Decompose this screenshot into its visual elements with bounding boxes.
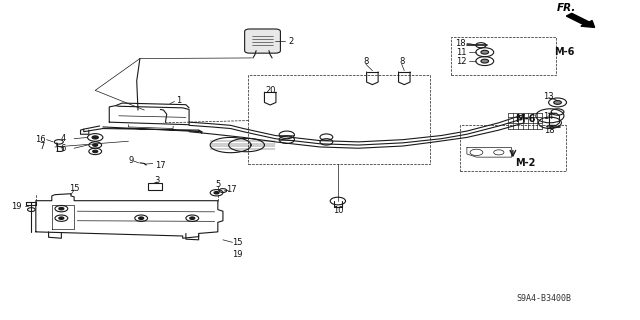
Text: 14: 14 [543, 112, 554, 121]
Text: 5: 5 [215, 180, 220, 189]
Circle shape [139, 217, 144, 220]
Circle shape [92, 136, 99, 139]
Text: 17: 17 [155, 161, 166, 170]
Circle shape [214, 191, 219, 194]
Text: 13: 13 [543, 92, 554, 101]
Text: M-2: M-2 [515, 158, 536, 168]
Text: 20: 20 [265, 86, 275, 95]
Text: 6: 6 [61, 144, 66, 153]
Text: 8: 8 [364, 57, 369, 66]
Text: M-6: M-6 [515, 114, 536, 124]
Text: 11: 11 [456, 48, 467, 57]
Text: 18: 18 [545, 126, 556, 135]
Circle shape [481, 59, 488, 63]
Bar [461, 125, 566, 172]
Text: 4: 4 [61, 134, 66, 143]
Text: 12: 12 [456, 57, 467, 66]
Text: 2: 2 [289, 36, 294, 45]
Circle shape [59, 217, 64, 220]
FancyBboxPatch shape [244, 29, 280, 53]
Text: 19: 19 [12, 202, 22, 211]
Text: 19: 19 [232, 250, 242, 259]
Bar [248, 75, 431, 164]
Circle shape [59, 207, 64, 210]
Text: 8: 8 [399, 57, 404, 66]
Text: 18: 18 [455, 39, 466, 48]
Text: M-6: M-6 [554, 47, 574, 57]
Bar [148, 183, 162, 189]
Text: 15: 15 [232, 238, 242, 247]
Circle shape [189, 217, 195, 220]
Text: S9A4-B3400B: S9A4-B3400B [516, 294, 571, 303]
Text: 15: 15 [69, 184, 79, 193]
Text: 9: 9 [129, 156, 134, 165]
Text: FR.: FR. [556, 4, 575, 13]
Text: 10: 10 [333, 206, 343, 215]
Text: 1: 1 [175, 96, 181, 105]
Circle shape [93, 144, 98, 146]
FancyArrow shape [566, 13, 595, 28]
Circle shape [481, 50, 488, 54]
Circle shape [93, 150, 98, 153]
Bar [451, 37, 556, 75]
Circle shape [554, 100, 561, 104]
Text: 7: 7 [40, 142, 45, 151]
Text: 17: 17 [227, 185, 237, 194]
Text: 3: 3 [154, 176, 160, 185]
Text: 16: 16 [35, 135, 45, 144]
